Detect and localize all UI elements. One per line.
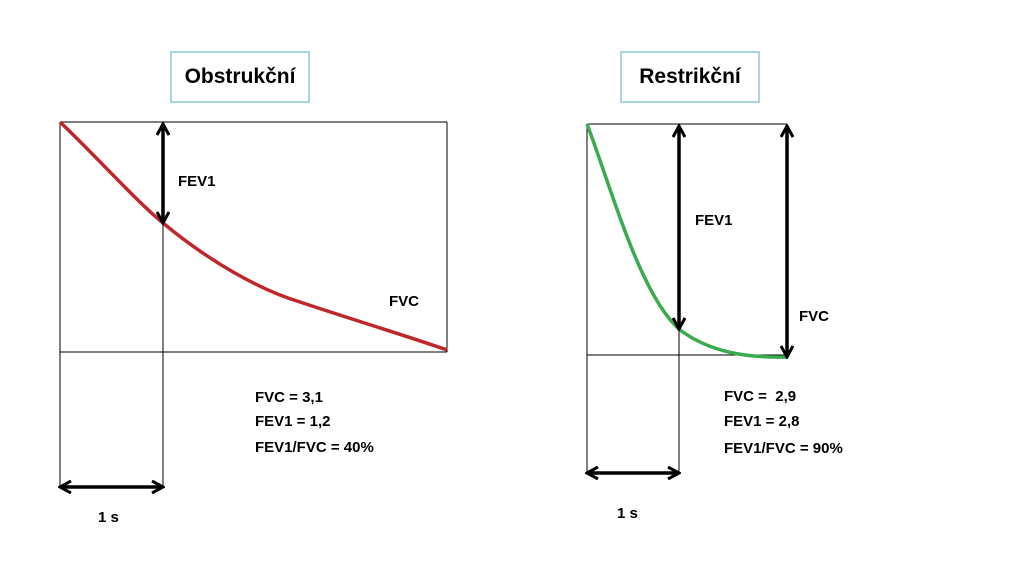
obstructive-fev1-label: FEV1	[178, 173, 216, 190]
title-restrictive: Restrikční	[620, 51, 760, 103]
restrictive-stat-ratio: FEV1/FVC = 90%	[724, 440, 843, 457]
restrictive-panel: FEV1 FVC FVC = 2,9 FEV1 = 2,8 FEV1/FVC =…	[585, 123, 843, 522]
restrictive-fvc-label: FVC	[799, 308, 829, 325]
title-obstructive: Obstrukční	[170, 51, 310, 103]
obstructive-stat-ratio: FEV1/FVC = 40%	[255, 439, 374, 456]
restrictive-curve	[585, 123, 788, 359]
obstructive-panel: FEV1 FVC FVC = 3,1 FEV1 = 1,2 FEV1/FVC =…	[58, 120, 448, 526]
obstructive-fvc-label: FVC	[389, 293, 419, 310]
obstructive-stat-fev1: FEV1 = 1,2	[255, 413, 330, 430]
restrictive-stat-fvc: FVC = 2,9	[724, 388, 796, 405]
restrictive-time-label: 1 s	[617, 505, 638, 522]
restrictive-fev1-label: FEV1	[695, 212, 733, 229]
obstructive-curve	[58, 120, 448, 352]
restrictive-stat-fev1: FEV1 = 2,8	[724, 413, 799, 430]
obstructive-stat-fvc: FVC = 3,1	[255, 389, 323, 406]
obstructive-time-label: 1 s	[98, 509, 119, 526]
